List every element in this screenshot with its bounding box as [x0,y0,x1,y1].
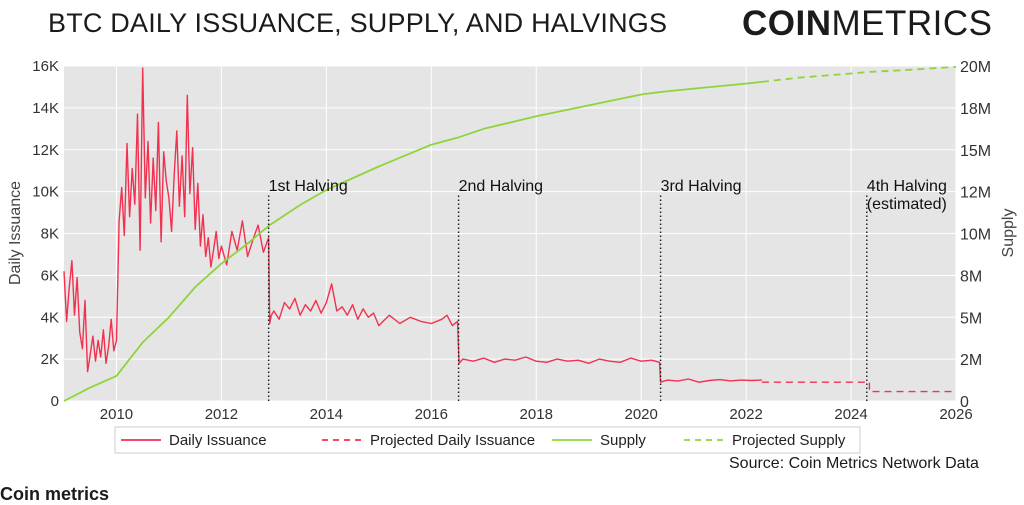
y2-tick-label: 8M [960,268,982,285]
y-tick-label: 12K [32,142,59,159]
cut-off-text: Coin metrics [0,484,110,504]
halving-label-estimated: (estimated) [867,196,947,213]
halving-label: 4th Halving [867,178,947,195]
source-note: Source: Coin Metrics Network Data [729,455,979,472]
y-axis-label: Daily Issuance [7,181,24,285]
y-tick-label: 2K [41,351,59,368]
y2-tick-label: 12M [960,185,991,202]
y-tick-label: 16K [32,58,59,75]
x-tick-label: 2018 [520,406,553,423]
y2-tick-label: 18M [960,101,991,118]
series-line-daily-issuance [63,67,762,383]
y-tick-label: 4K [41,309,59,326]
x-tick-label: 2020 [624,406,657,423]
axes: 2010 2012 2014 2016 2018 2020 2022 2024 202602K4… [32,58,991,423]
series-line-projected-supply [761,65,957,83]
chart-svg: 1st Halving 2nd Halving 3rd Halving 4th Hal… [7,58,1017,454]
x-tick-label: 2012 [205,406,238,423]
y2-axis-label: Supply [1000,209,1017,258]
legend-label: Projected Daily Issuance [370,432,535,449]
y-tick-label: 10K [32,184,59,201]
y-tick-label: 8K [41,226,59,243]
y-tick-label: 6K [41,267,59,284]
y2-tick-label: 2M [960,352,982,369]
halving-label: 1st Halving [269,178,348,195]
legend-label: Daily Issuance [169,432,267,449]
x-tick-label: 2014 [310,406,343,423]
x-tick-label: 2016 [415,406,448,423]
halving-label: 2nd Halving [459,178,544,195]
legend-box [114,426,861,454]
x-tick-label: 2024 [834,406,867,423]
chart-marks [63,65,957,402]
halving-label: 3rd Halving [661,178,742,195]
y2-tick-label: 20M [960,59,991,76]
logo-light-text: METRICS [831,4,993,43]
y2-tick-label: 10M [960,227,991,244]
coinmetrics-logo: COINMETRICS [742,4,993,44]
x-tick-label: 2010 [100,406,133,423]
legend-label: Projected Supply [732,432,846,449]
series-line-projected-daily-issuance [761,381,956,393]
y-tick-label: 14K [32,100,59,117]
y2-tick-label: 0 [960,394,969,411]
y2-tick-label: 5M [960,310,982,327]
y2-tick-label: 15M [960,143,991,160]
x-tick-label: 2026 [939,406,972,423]
legend-label: Supply [600,432,646,449]
halving-annotations: 1st Halving 2nd Halving 3rd Halving 4th Hal… [267,178,947,401]
logo-bold-text: COIN [742,4,832,43]
y-tick-label: 0 [51,393,59,410]
x-tick-label: 2022 [729,406,762,423]
chart-title: BTC DAILY ISSUANCE, SUPPLY, AND HALVINGS [48,8,668,38]
legend: Daily Issuance Projected Daily Issuance Su… [114,426,861,454]
series-line-supply [63,81,762,402]
grid-lines [64,65,957,402]
